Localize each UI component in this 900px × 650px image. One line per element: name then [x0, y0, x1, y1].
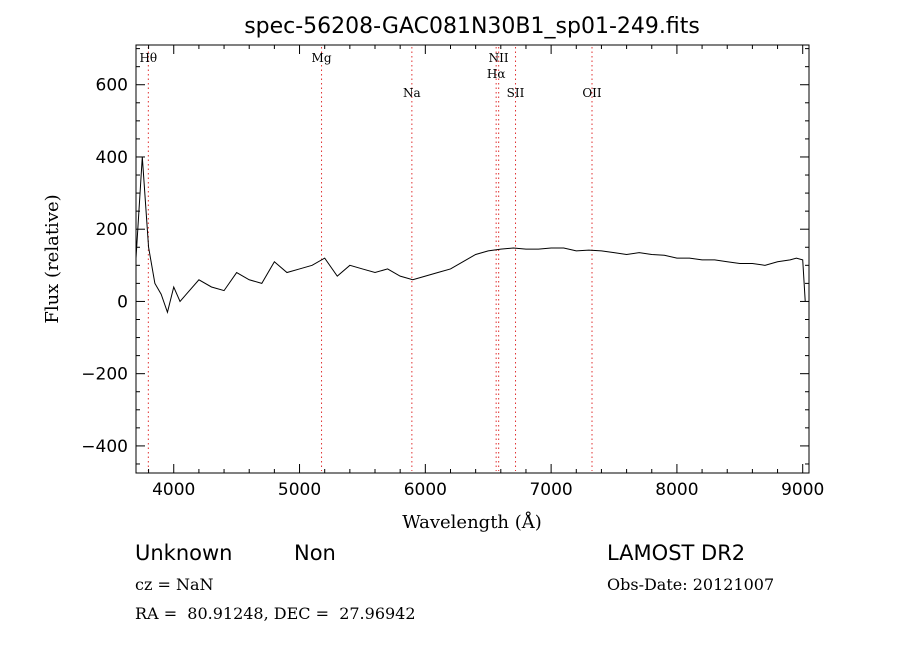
subclass-label: Non — [294, 541, 336, 565]
spectral-line-label: Mg — [312, 51, 332, 65]
redshift-text: cz = NaN — [135, 575, 214, 594]
y-axis-label: Flux (relative) — [42, 194, 63, 323]
y-tick-label: −400 — [81, 437, 128, 457]
chart-title: spec-56208-GAC081N30B1_sp01-249.fits — [244, 14, 700, 39]
spectral-line-label: OII — [582, 86, 602, 100]
y-tick-label: 0 — [117, 292, 128, 312]
x-tick-label: 4000 — [152, 480, 195, 500]
plot-frame — [135, 44, 810, 474]
obs-date-text: Obs-Date: 20121007 — [607, 575, 775, 594]
spectrum-line — [135, 156, 806, 315]
x-tick-label: 8000 — [655, 480, 698, 500]
x-tick-label: 5000 — [278, 480, 321, 500]
spectral-line-label: Na — [403, 86, 421, 100]
spectral-line-label: NII — [489, 51, 509, 65]
y-tick-label: 200 — [96, 220, 128, 240]
survey-label: LAMOST DR2 — [607, 541, 746, 565]
spectral-line-label: SII — [507, 86, 525, 100]
y-tick-label: 600 — [96, 76, 128, 96]
x-tick-label: 7000 — [529, 480, 572, 500]
class-label: Unknown — [135, 541, 233, 565]
x-tick-label: 9000 — [781, 480, 824, 500]
y-tick-label: −200 — [81, 365, 128, 385]
y-tick-label: 400 — [96, 148, 128, 168]
spectral-line-label: Hα — [487, 67, 506, 81]
x-axis-label: Wavelength (Å) — [402, 511, 542, 533]
spectrum-series — [135, 156, 806, 315]
x-tick-label: 6000 — [404, 480, 447, 500]
spectral-line-label: Hθ — [139, 51, 157, 65]
axis-ticks: 4000 5000 6000 7000 8000 9000 −400 −200 0 200 400 6… — [81, 45, 824, 500]
coordinates-text: RA = 80.91248, DEC = 27.96942 — [135, 604, 416, 623]
